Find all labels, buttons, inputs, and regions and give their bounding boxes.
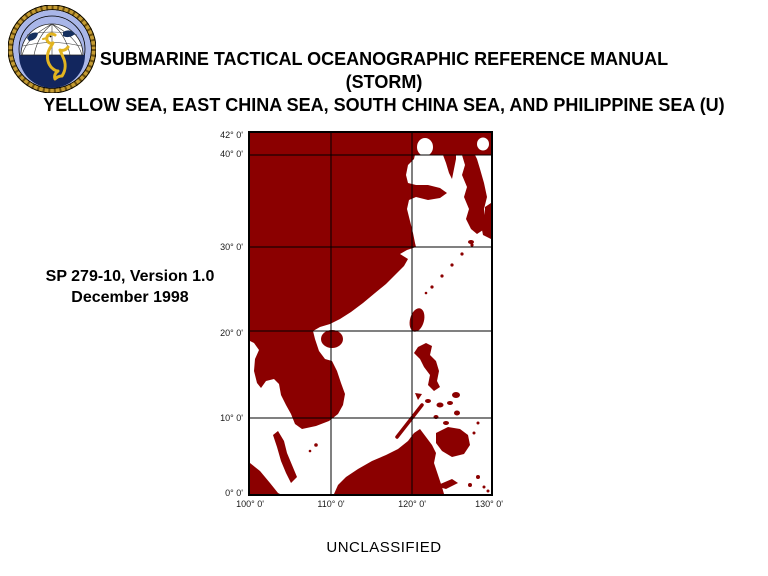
page-title-line1: SUBMARINE TACTICAL OCEANOGRAPHIC REFEREN… (99, 49, 669, 69)
edition-block: SP 279-10, Version 1.0 December 1998 (18, 266, 242, 308)
land-liaodong (443, 155, 456, 179)
land-borneo (334, 429, 444, 494)
land-ryukyu-islands (424, 243, 474, 295)
land-sumatra (250, 463, 280, 494)
land-mindoro (415, 393, 422, 400)
lat-tick-label: 10° 0' (220, 413, 243, 423)
lat-tick-label: 30° 0' (220, 242, 243, 252)
page-title-line2: (STORM) (345, 72, 423, 92)
region-map (248, 131, 493, 496)
lat-tick-label: 20° 0' (220, 328, 243, 338)
land-mindanao (436, 427, 470, 457)
sea-notches (417, 137, 489, 156)
land-natuna (308, 443, 318, 453)
globe-landmass-left (27, 32, 38, 41)
land-korea (462, 155, 487, 234)
land-malay-peninsula (273, 431, 297, 483)
land-mainland-asia (250, 133, 447, 429)
map-gridlines (250, 133, 491, 494)
sea-bohai-notch (417, 138, 433, 156)
publication-number: SP 279-10, Version 1.0 (45, 268, 215, 285)
land-kyushu (481, 203, 491, 239)
classification-marking: UNCLASSIFIED (326, 539, 442, 556)
lon-tick-label: 100° 0' (236, 499, 264, 509)
land-sulawesi (410, 479, 458, 492)
lat-tick-label: 40° 0' (220, 149, 243, 159)
globe-landmass-right (63, 30, 75, 38)
land-luzon (414, 343, 440, 391)
land-visayas (425, 392, 460, 425)
lat-tick-label: 42° 0' (220, 130, 243, 140)
region-map-canvas (250, 133, 491, 494)
land-jeju (468, 240, 474, 244)
lon-tick-label: 110° 0' (317, 499, 345, 509)
lat-tick-label: 0° 0' (225, 488, 243, 498)
map-landmasses (250, 133, 491, 494)
land-taiwan (409, 308, 425, 332)
seahorse-icon (42, 32, 70, 81)
naval-oceanographic-seal-logo (8, 5, 96, 93)
land-small-scs-islets (313, 374, 339, 382)
seal-sea (19, 55, 85, 88)
lon-tick-label: 120° 0' (398, 499, 426, 509)
land-palawan (395, 403, 424, 439)
publication-date: December 1998 (71, 289, 189, 306)
title-block: SUBMARINE TACTICAL OCEANOGRAPHIC REFEREN… (0, 48, 768, 117)
seal-rope-ring (8, 5, 96, 93)
lon-tick-label: 130° 0' (475, 499, 503, 509)
page-title-line3: YELLOW SEA, EAST CHINA SEA, SOUTH CHINA … (43, 95, 725, 115)
land-hainan (321, 330, 343, 348)
land-moluccas (468, 475, 490, 493)
sea-japan-notch (477, 137, 489, 151)
